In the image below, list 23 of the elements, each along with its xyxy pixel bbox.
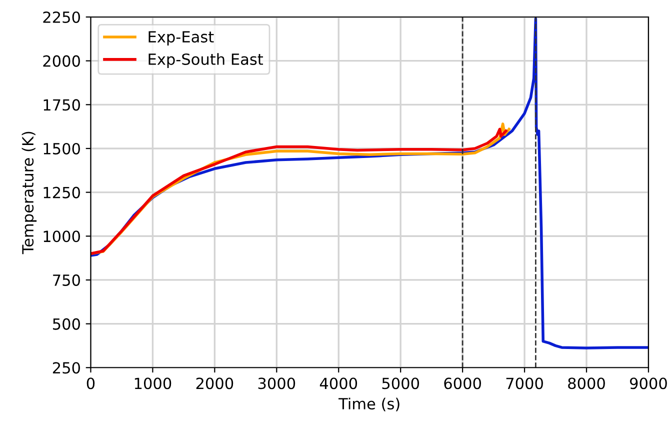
x-tick-label: 8000 bbox=[568, 378, 605, 390]
y-tick-label: 500 bbox=[53, 318, 80, 330]
legend-label: Exp-South East bbox=[148, 53, 264, 68]
x-tick-label: 7000 bbox=[506, 378, 543, 390]
x-tick-label: 0 bbox=[86, 378, 95, 390]
y-tick-label: 1500 bbox=[44, 142, 80, 155]
x-tick-label: 3000 bbox=[258, 378, 296, 390]
y-tick-label: 1250 bbox=[44, 186, 80, 198]
x-axis-title: Time (s) bbox=[338, 398, 400, 412]
x-tick-label: 2000 bbox=[196, 378, 234, 390]
y-tick-label: 1750 bbox=[44, 99, 80, 111]
x-tick-label: 4000 bbox=[320, 378, 358, 390]
x-tick-label: 1000 bbox=[134, 378, 172, 390]
y-tick-label: 250 bbox=[52, 362, 80, 374]
y-tick-label: 2000 bbox=[43, 55, 80, 67]
x-tick-label: 9000 bbox=[630, 378, 667, 390]
y-tick-label: 1000 bbox=[44, 230, 80, 242]
x-tick-label: 5000 bbox=[382, 378, 420, 390]
y-tick-label: 750 bbox=[53, 274, 80, 286]
y-tick-label: 2250 bbox=[43, 11, 80, 24]
legend-label: Exp-East bbox=[148, 31, 214, 46]
y-axis-title: Temperature (K) bbox=[22, 132, 37, 254]
x-tick-label: 6000 bbox=[444, 378, 481, 390]
